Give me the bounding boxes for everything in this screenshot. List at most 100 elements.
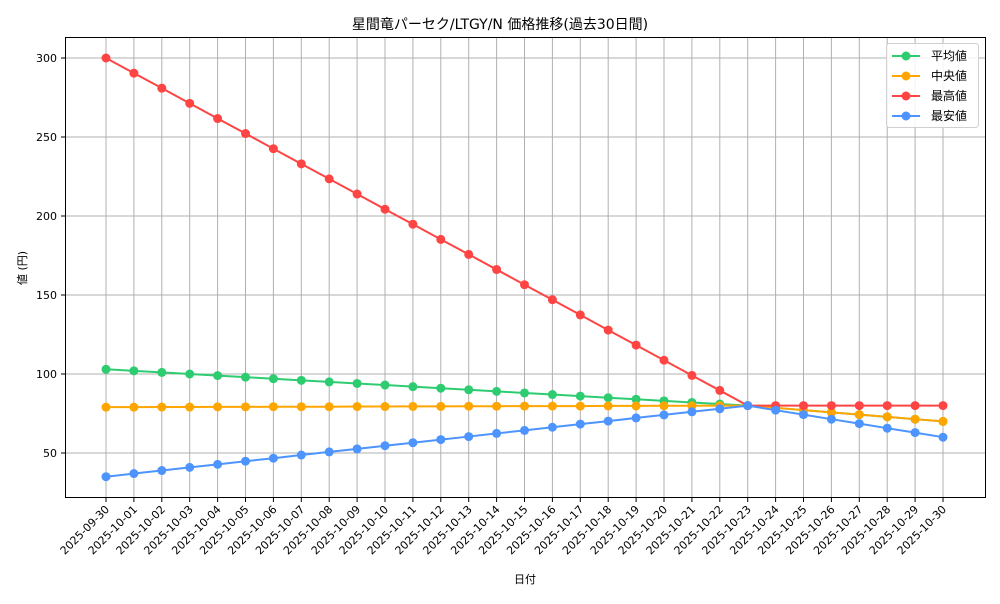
data-point <box>938 401 948 411</box>
data-point <box>659 355 669 365</box>
data-point <box>101 53 111 63</box>
data-point <box>575 391 585 401</box>
x-axis: 2025-09-302025-10-012025-10-022025-10-03… <box>58 497 949 557</box>
data-point <box>938 416 948 426</box>
data-point <box>408 219 418 229</box>
data-point <box>659 401 669 411</box>
data-point <box>101 402 111 412</box>
data-point <box>296 375 306 385</box>
data-point <box>520 425 529 435</box>
data-point <box>241 372 250 382</box>
data-point <box>324 447 334 457</box>
data-point <box>826 414 836 424</box>
data-point <box>185 98 195 108</box>
data-point <box>520 280 529 290</box>
legend-label: 最高値 <box>931 88 967 103</box>
data-point <box>157 402 167 412</box>
data-point <box>826 401 836 411</box>
legend-item: 平均値 <box>892 48 967 63</box>
data-point <box>492 428 502 438</box>
data-point <box>520 401 529 411</box>
data-point <box>603 393 613 403</box>
data-point <box>324 377 334 387</box>
data-point <box>185 462 195 472</box>
data-point <box>101 472 111 482</box>
data-point <box>241 456 250 466</box>
data-point <box>799 401 808 411</box>
data-point <box>910 401 920 411</box>
data-point <box>352 402 362 412</box>
data-point <box>352 444 362 454</box>
data-point <box>464 432 474 442</box>
data-point <box>771 405 781 415</box>
data-point <box>659 410 669 420</box>
data-point <box>129 469 139 479</box>
data-point <box>631 340 641 350</box>
legend-item: 最高値 <box>892 88 967 103</box>
legend-box <box>886 43 979 128</box>
data-point <box>854 410 864 420</box>
data-point <box>185 369 195 379</box>
data-point <box>910 414 920 424</box>
legend-marker-icon <box>901 111 911 121</box>
data-point <box>324 174 334 184</box>
y-tick-label: 150 <box>36 289 57 302</box>
data-point <box>380 380 390 390</box>
data-point <box>575 419 585 429</box>
data-point <box>436 435 446 445</box>
data-point <box>910 428 920 438</box>
data-point <box>743 401 753 411</box>
data-point <box>938 432 948 442</box>
data-point <box>157 466 167 476</box>
data-point <box>213 402 223 412</box>
data-point <box>380 204 390 214</box>
data-point <box>352 378 362 388</box>
data-point <box>492 386 502 396</box>
series-3 <box>101 401 948 482</box>
data-point <box>436 383 446 393</box>
data-point <box>715 385 725 395</box>
data-point <box>547 295 557 305</box>
y-tick-label: 300 <box>36 52 57 65</box>
data-point <box>129 402 139 412</box>
data-point <box>436 401 446 411</box>
data-point <box>464 401 474 411</box>
data-point <box>854 401 864 411</box>
data-point <box>241 129 250 139</box>
series-layer <box>101 53 948 482</box>
data-point <box>268 144 278 154</box>
y-tick-label: 50 <box>43 447 57 460</box>
data-point <box>575 401 585 411</box>
data-point <box>882 412 892 422</box>
data-point <box>213 114 223 124</box>
data-point <box>492 401 502 411</box>
data-point <box>464 249 474 259</box>
legend-marker-icon <box>901 51 911 61</box>
legend-marker-icon <box>901 71 911 81</box>
y-axis: 50 100 150 200 250 300 <box>36 52 66 460</box>
data-point <box>464 385 474 395</box>
legend-label: 中央値 <box>931 68 967 83</box>
y-tick-label: 100 <box>36 368 57 381</box>
legend-label: 最安値 <box>931 108 967 123</box>
data-point <box>715 404 725 414</box>
y-tick-label: 200 <box>36 210 57 223</box>
data-point <box>157 83 167 93</box>
data-point <box>241 402 250 412</box>
legend-item: 中央値 <box>892 68 967 83</box>
data-point <box>380 402 390 412</box>
data-point <box>882 423 892 433</box>
plot-frame <box>65 37 986 498</box>
grid-lines <box>65 37 986 498</box>
data-point <box>436 234 446 244</box>
data-point <box>268 402 278 412</box>
data-point <box>492 265 502 275</box>
data-point <box>547 401 557 411</box>
data-point <box>213 459 223 469</box>
data-point <box>854 419 864 429</box>
data-point <box>603 325 613 335</box>
data-point <box>268 374 278 384</box>
series-2 <box>101 53 948 411</box>
